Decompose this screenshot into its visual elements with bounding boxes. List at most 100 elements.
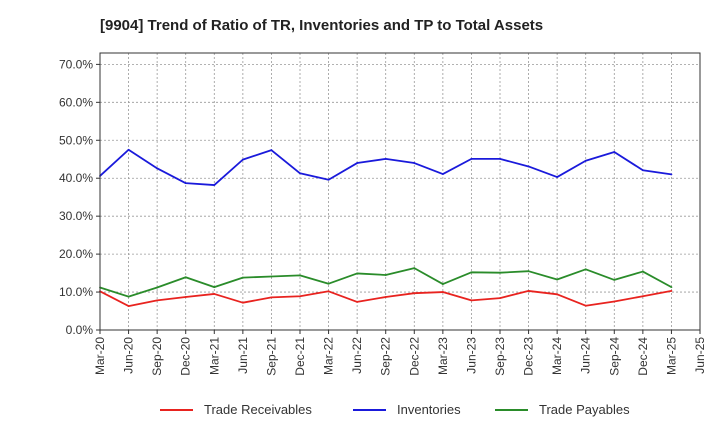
- data-point-trade-receivables: [270, 296, 273, 299]
- data-point-trade-payables: [184, 276, 187, 279]
- data-point-trade-receivables: [613, 300, 616, 303]
- data-point-trade-payables: [441, 283, 444, 285]
- data-point-inventories: [641, 169, 644, 172]
- data-point-inventories: [127, 148, 130, 151]
- chart-title: [9904] Trend of Ratio of TR, Inventories…: [100, 17, 543, 34]
- data-point-inventories: [327, 178, 330, 181]
- data-point-trade-receivables: [156, 299, 159, 302]
- x-tick-label: Sep-22: [379, 337, 393, 376]
- x-tick-label: Sep-21: [264, 337, 278, 376]
- data-point-inventories: [299, 172, 301, 175]
- data-point-trade-payables: [241, 276, 244, 279]
- y-tick-label: 40.0%: [59, 171, 93, 185]
- data-point-trade-receivables: [441, 291, 444, 293]
- x-tick-label: Jun-23: [464, 337, 478, 374]
- data-point-trade-receivables: [527, 290, 530, 292]
- data-point-inventories: [613, 151, 616, 153]
- series-lines: [99, 148, 673, 307]
- y-tick-label: 50.0%: [59, 133, 93, 147]
- x-axis-ticks: Mar-20 Jun-20 Sep-20 Dec-20 Mar-21 Jun-21 Sep-…: [93, 330, 707, 376]
- data-point-inventories: [213, 184, 216, 186]
- x-tick-label: Jun-24: [579, 337, 593, 374]
- data-point-trade-receivables: [327, 290, 330, 293]
- x-tick-label: Sep-20: [150, 337, 164, 376]
- x-tick-label: Mar-24: [550, 337, 564, 375]
- x-tick-label: Jun-25: [693, 337, 707, 374]
- legend-label: Trade Payables: [539, 402, 630, 417]
- data-point-trade-payables: [613, 279, 616, 281]
- y-tick-label: 30.0%: [59, 209, 93, 223]
- data-point-trade-payables: [641, 270, 644, 273]
- data-point-trade-payables: [584, 268, 587, 271]
- data-point-trade-receivables: [470, 299, 473, 302]
- legend-item-trade-payables: Trade Payables: [495, 402, 630, 417]
- x-tick-label: Dec-21: [293, 337, 307, 376]
- data-point-trade-payables: [499, 271, 501, 274]
- x-tick-label: Sep-23: [493, 337, 507, 376]
- x-tick-label: Dec-23: [522, 337, 536, 376]
- data-point-inventories: [356, 162, 359, 164]
- y-tick-label: 60.0%: [59, 95, 93, 109]
- series-line-inventories: [99, 148, 672, 186]
- data-point-trade-payables: [413, 267, 416, 270]
- data-point-trade-receivables: [641, 295, 644, 298]
- legend-label: Inventories: [397, 402, 461, 417]
- data-point-trade-receivables: [356, 301, 359, 303]
- data-point-inventories: [670, 173, 673, 176]
- data-point-trade-receivables: [556, 293, 559, 296]
- y-axis-ticks: 0.0% 10.0% 20.0% 30.0% 40.0% 50.0% 60.0% 70.0%: [59, 57, 100, 337]
- data-point-trade-payables: [670, 286, 673, 289]
- data-point-inventories: [241, 158, 244, 161]
- data-point-trade-payables: [299, 274, 301, 277]
- data-point-trade-payables: [156, 286, 159, 289]
- data-point-trade-payables: [213, 286, 216, 289]
- y-tick-label: 10.0%: [59, 285, 93, 299]
- data-point-trade-receivables: [184, 296, 187, 298]
- data-point-trade-receivables: [299, 295, 301, 298]
- data-point-trade-receivables: [584, 304, 587, 307]
- data-point-inventories: [413, 162, 416, 164]
- y-tick-label: 20.0%: [59, 247, 93, 261]
- x-tick-label: Mar-22: [322, 337, 336, 375]
- data-point-trade-payables: [527, 270, 530, 273]
- data-point-inventories: [441, 173, 444, 175]
- data-point-trade-receivables: [241, 301, 244, 304]
- x-tick-label: Dec-20: [179, 337, 193, 376]
- data-point-inventories: [156, 167, 159, 170]
- x-tick-label: Dec-22: [407, 337, 421, 376]
- data-point-trade-payables: [556, 278, 559, 281]
- data-point-trade-payables: [384, 274, 387, 276]
- legend-item-inventories: Inventories: [353, 402, 461, 417]
- x-tick-label: Dec-24: [636, 337, 650, 376]
- grid: [99, 53, 701, 331]
- plot-frame: [99, 52, 701, 331]
- legend: Trade Receivables Inventories Trade Payabl…: [160, 402, 630, 417]
- data-point-inventories: [184, 182, 187, 185]
- data-point-inventories: [584, 159, 587, 162]
- y-tick-label: 70.0%: [59, 57, 93, 71]
- legend-label: Trade Receivables: [204, 402, 312, 417]
- data-point-trade-receivables: [413, 292, 416, 295]
- data-point-trade-payables: [470, 271, 473, 274]
- x-tick-label: Mar-20: [93, 337, 107, 375]
- data-point-trade-receivables: [670, 290, 673, 292]
- data-point-inventories: [470, 157, 473, 160]
- x-tick-label: Mar-21: [207, 337, 221, 375]
- x-tick-label: Jun-21: [236, 337, 250, 374]
- data-point-inventories: [499, 157, 501, 160]
- data-point-trade-receivables: [127, 305, 130, 307]
- x-tick-label: Sep-24: [607, 337, 621, 376]
- data-point-trade-receivables: [384, 296, 387, 298]
- data-point-trade-payables: [327, 282, 330, 285]
- x-tick-label: Mar-23: [436, 337, 450, 375]
- legend-item-trade-receivables: Trade Receivables: [160, 402, 312, 417]
- data-point-trade-payables: [127, 295, 130, 298]
- data-point-trade-payables: [356, 272, 359, 275]
- x-tick-label: Jun-20: [122, 337, 136, 374]
- x-tick-label: Jun-22: [350, 337, 364, 374]
- data-point-trade-receivables: [499, 297, 501, 300]
- data-point-inventories: [556, 176, 559, 178]
- data-point-trade-receivables: [213, 293, 216, 295]
- data-point-inventories: [270, 149, 273, 152]
